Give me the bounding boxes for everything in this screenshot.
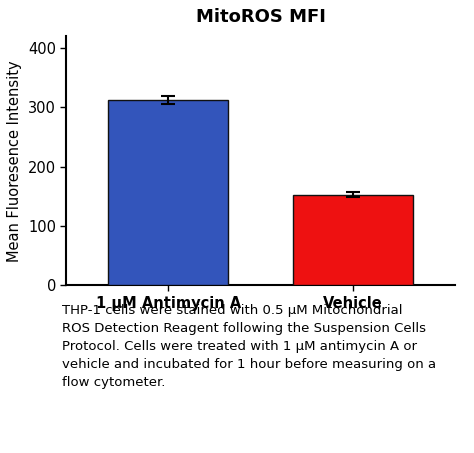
Bar <box>293 195 413 285</box>
Title: MitoROS MFI: MitoROS MFI <box>196 8 326 26</box>
Y-axis label: Mean Fluoresence Intensity: Mean Fluoresence Intensity <box>7 60 22 262</box>
Text: THP-1 cells were stained with 0.5 μM Mitochondrial
ROS Detection Reagent followi: THP-1 cells were stained with 0.5 μM Mit… <box>62 304 436 389</box>
Bar <box>108 100 228 285</box>
